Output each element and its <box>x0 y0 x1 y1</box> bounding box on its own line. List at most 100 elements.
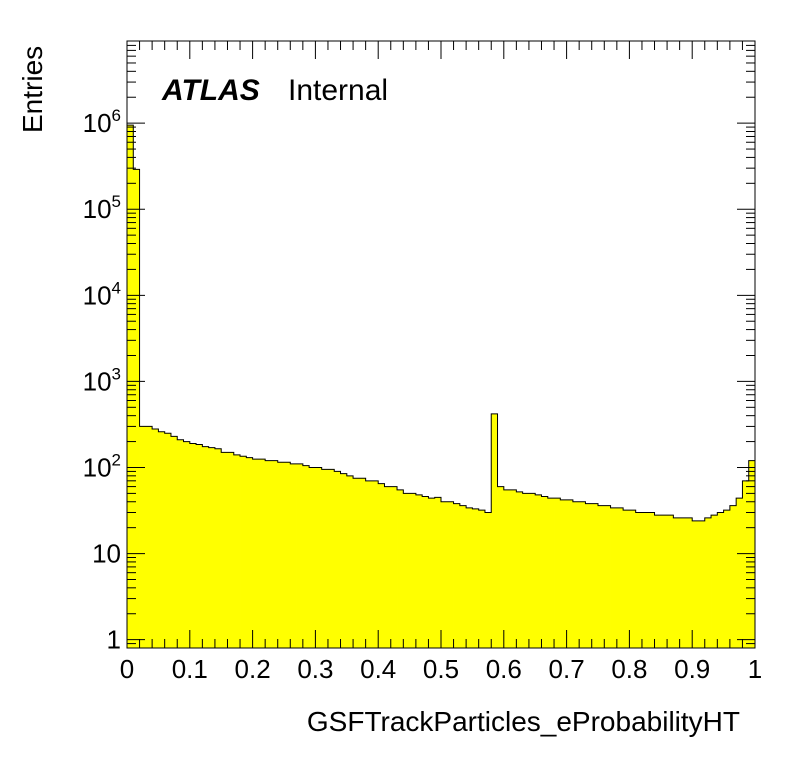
histogram-bin <box>554 498 561 648</box>
histogram-bars <box>126 124 756 648</box>
histogram-bin <box>560 499 567 648</box>
histogram-bin <box>585 503 593 648</box>
histogram-bin <box>704 517 712 648</box>
histogram-bin <box>409 493 417 648</box>
histogram-bin <box>208 447 216 648</box>
histogram-bin <box>604 505 611 648</box>
histogram-bin <box>516 491 524 648</box>
histogram-bin <box>635 512 643 648</box>
histogram-bin <box>566 499 574 648</box>
histogram-bin <box>497 486 505 648</box>
histogram-bin <box>415 494 423 648</box>
histogram-bin <box>177 439 184 648</box>
x-tick-label: 0.4 <box>360 654 396 684</box>
histogram-bin <box>711 515 718 648</box>
histogram-bin <box>528 493 536 648</box>
histogram-bin <box>698 520 706 648</box>
histogram-bin <box>384 486 392 648</box>
histogram-bin <box>309 467 316 648</box>
histogram-bin <box>145 426 153 648</box>
histogram-bin <box>541 496 549 648</box>
histogram-bin <box>522 493 530 648</box>
x-tick-label: 0.3 <box>297 654 333 684</box>
x-tick-label: 0.2 <box>235 654 271 684</box>
histogram-bin <box>397 489 404 648</box>
histogram-bin <box>685 517 693 648</box>
histogram-bin <box>183 441 191 648</box>
histogram-bin <box>717 512 724 648</box>
y-tick-label: 105 <box>83 192 121 224</box>
histogram-bin <box>202 446 210 648</box>
histogram-bin <box>371 480 379 648</box>
histogram-bin <box>723 510 731 648</box>
histogram-bin <box>572 501 580 648</box>
histogram-bin <box>265 460 272 648</box>
histogram-bin <box>641 512 649 648</box>
x-tick-label: 0.8 <box>611 654 647 684</box>
x-tick-label: 0.7 <box>549 654 585 684</box>
histogram-bin <box>290 463 297 648</box>
x-tick-label: 0.1 <box>172 654 208 684</box>
histogram-bin <box>152 428 159 648</box>
histogram-bin <box>478 510 486 648</box>
histogram-bin <box>667 515 674 648</box>
y-axis-label: Entries <box>17 46 48 133</box>
histogram-bin <box>598 505 605 648</box>
histogram-bin <box>547 498 555 648</box>
x-tick-label: 0 <box>120 654 134 684</box>
histogram-bin <box>302 465 310 648</box>
x-tick-label: 0.5 <box>423 654 459 684</box>
histogram-bin <box>510 489 517 648</box>
internal-label: Internal <box>288 74 388 107</box>
histogram-bin <box>214 448 222 648</box>
histogram-bin <box>660 515 668 648</box>
histogram-bin <box>428 498 436 648</box>
histogram-bin <box>378 483 385 648</box>
histogram-bin <box>240 456 247 648</box>
y-tick-label: 104 <box>83 278 121 310</box>
histogram-bin <box>321 469 329 648</box>
histogram-bin <box>729 505 737 648</box>
histogram-bin <box>170 436 178 648</box>
histogram-bin <box>610 507 618 648</box>
histogram-bin <box>189 443 197 648</box>
histogram-bin <box>434 497 442 648</box>
histogram-bin <box>679 517 687 648</box>
histogram-bin <box>447 501 454 648</box>
histogram-bin <box>535 494 542 648</box>
histogram-bin <box>359 478 367 648</box>
histogram-bin <box>472 508 480 648</box>
histogram-bin <box>340 473 348 648</box>
histogram-bin <box>221 452 228 648</box>
histogram-bin <box>353 478 360 648</box>
histogram-bin <box>334 471 341 648</box>
x-tick-label: 0.9 <box>674 654 710 684</box>
histogram-bin <box>441 501 448 648</box>
histogram-bin <box>252 459 260 648</box>
histogram-bin <box>390 486 398 648</box>
histogram-bin <box>503 489 511 648</box>
y-tick-label: 10 <box>92 539 121 569</box>
histogram-bin <box>453 503 461 648</box>
histogram-bin <box>127 125 134 648</box>
histogram-bin <box>673 517 681 648</box>
histogram-bin <box>346 475 354 648</box>
histogram-outline <box>126 124 756 648</box>
histogram-bin <box>139 426 147 648</box>
axis-ticks <box>126 40 756 649</box>
histogram-bin <box>742 480 750 648</box>
histogram-bin <box>284 462 291 648</box>
histogram-bin <box>591 503 599 648</box>
histogram-bin <box>466 507 473 648</box>
y-tick-label: 103 <box>83 364 121 396</box>
histogram-bin <box>296 463 304 648</box>
histogram-bin <box>327 469 335 648</box>
histogram-bin <box>579 501 586 648</box>
histogram-bin <box>164 433 172 648</box>
histogram-bin <box>315 467 323 648</box>
histogram-bin <box>227 452 235 648</box>
histogram-bin <box>233 454 241 648</box>
y-tick-label: 1 <box>107 625 121 655</box>
histogram-bin <box>196 444 203 648</box>
